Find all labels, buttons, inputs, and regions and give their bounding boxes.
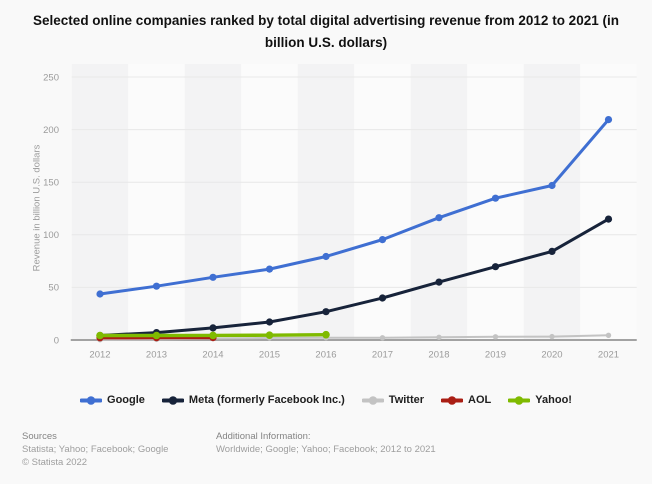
plot-band-2015 (241, 64, 298, 340)
legend-marker-dot (514, 395, 524, 405)
legend-marker-twitter (361, 395, 384, 405)
plot-band-2019 (467, 64, 524, 340)
data-point-yahoo-2012[interactable] (96, 331, 104, 340)
legend-item-aol[interactable]: AOL (441, 394, 491, 406)
data-point-yahoo-2014[interactable] (209, 331, 217, 340)
data-point-meta-formerly-facebook-inc-2020[interactable] (548, 247, 556, 255)
legend-marker-dot (447, 395, 457, 405)
legend-marker-yahoo (508, 395, 531, 405)
data-point-google-2021[interactable] (604, 116, 613, 124)
x-tick-label-2012: 2012 (89, 350, 110, 361)
legend-label: AOL (468, 394, 492, 406)
y-tick-label-0: 0 (54, 335, 59, 346)
y-tick-label-150: 150 (43, 178, 59, 189)
data-point-google-2014[interactable] (209, 273, 217, 281)
plot-band-2016 (297, 64, 355, 340)
legend-label: Meta (formerly Facebook Inc.) (188, 394, 345, 406)
x-tick-label-2015: 2015 (259, 350, 280, 361)
sources-block: Sources Statista; Yahoo; Facebook; Googl… (22, 430, 168, 469)
data-point-meta-formerly-facebook-inc-2018[interactable] (435, 278, 443, 286)
plot-band-2020 (523, 64, 581, 340)
plot-band-2018 (410, 64, 468, 340)
chart-title: Selected online companies ranked by tota… (33, 13, 619, 50)
data-point-yahoo-2013[interactable] (152, 331, 161, 340)
data-point-twitter-2021[interactable] (605, 332, 612, 338)
copyright-text: © Statista 2022 (22, 457, 88, 468)
data-point-twitter-2018[interactable] (436, 334, 442, 340)
data-point-yahoo-2015[interactable] (265, 331, 274, 340)
sources-label: Sources (22, 431, 57, 442)
data-point-meta-formerly-facebook-inc-2021[interactable] (604, 215, 613, 223)
plot-band-2012 (71, 64, 129, 340)
data-point-google-2013[interactable] (152, 282, 161, 290)
legend-marker-dot (368, 395, 378, 405)
legend-marker-aol (441, 395, 464, 405)
data-point-google-2019[interactable] (491, 194, 500, 202)
data-point-google-2016[interactable] (322, 252, 330, 261)
x-tick-label-2019: 2019 (485, 350, 506, 361)
data-point-meta-formerly-facebook-inc-2019[interactable] (491, 263, 500, 271)
series-line-meta-formerly-facebook-inc (98, 217, 610, 337)
data-point-meta-formerly-facebook-inc-2017[interactable] (378, 294, 387, 302)
plot-band-2013 (128, 64, 185, 340)
legend-marker-dot (86, 395, 96, 405)
legend-label: Google (107, 394, 145, 406)
series-line-google (98, 118, 610, 296)
data-point-google-2018[interactable] (435, 214, 443, 222)
y-tick-label-200: 200 (43, 125, 59, 136)
legend-item-meta-formerly-facebook-inc[interactable]: Meta (formerly Facebook Inc.) (161, 394, 345, 406)
data-point-meta-formerly-facebook-inc-2015[interactable] (265, 318, 274, 326)
data-point-google-2015[interactable] (265, 265, 274, 273)
x-tick-label-2018: 2018 (428, 350, 449, 361)
y-tick-label-50: 50 (48, 283, 59, 294)
x-tick-label-2017: 2017 (372, 350, 393, 361)
data-point-twitter-2017[interactable] (379, 335, 386, 341)
chart-legend: Google Meta (formerly Facebook Inc.) Twitt… (0, 391, 652, 409)
sources-text: Statista; Yahoo; Facebook; Google (22, 444, 169, 455)
additional-info-label: Additional Information: (216, 431, 311, 442)
x-tick-label-2013: 2013 (146, 350, 167, 361)
legend-item-yahoo[interactable]: Yahoo! (508, 394, 572, 406)
data-point-twitter-2020[interactable] (549, 333, 555, 340)
legend-label: Twitter (388, 394, 425, 406)
data-point-google-2020[interactable] (548, 181, 556, 190)
x-tick-label-2014: 2014 (202, 350, 223, 361)
plot-band-2021 (580, 64, 637, 340)
legend-marker-dot (168, 395, 178, 405)
legend-item-twitter[interactable]: Twitter (361, 394, 425, 406)
x-tick-label-2021: 2021 (598, 350, 619, 361)
x-tick-label-2016: 2016 (315, 350, 336, 361)
legend-marker-google (80, 395, 103, 405)
y-tick-label-100: 100 (43, 230, 59, 241)
data-point-google-2012[interactable] (96, 290, 104, 298)
legend-marker-meta-formerly-facebook-inc (161, 395, 184, 405)
y-tick-label-250: 250 (43, 72, 59, 83)
legend-label: Yahoo! (535, 394, 572, 406)
data-point-google-2017[interactable] (378, 236, 387, 244)
line-chart: 0 50 100 150 200 250 2012 2013 2014 2015 2016 2017 2… (43, 64, 637, 361)
additional-info-text: Worldwide; Google; Yahoo; Facebook; 2012… (216, 444, 436, 455)
legend-item-google[interactable]: Google (80, 394, 145, 406)
data-point-twitter-2019[interactable] (492, 334, 499, 340)
data-point-yahoo-2016[interactable] (322, 330, 330, 339)
plot-band-2014 (184, 64, 242, 340)
data-point-meta-formerly-facebook-inc-2016[interactable] (322, 308, 330, 316)
data-point-meta-formerly-facebook-inc-2014[interactable] (209, 324, 217, 332)
x-tick-label-2020: 2020 (541, 350, 562, 361)
additional-info-block: Additional Information: Worldwide; Googl… (216, 430, 436, 456)
